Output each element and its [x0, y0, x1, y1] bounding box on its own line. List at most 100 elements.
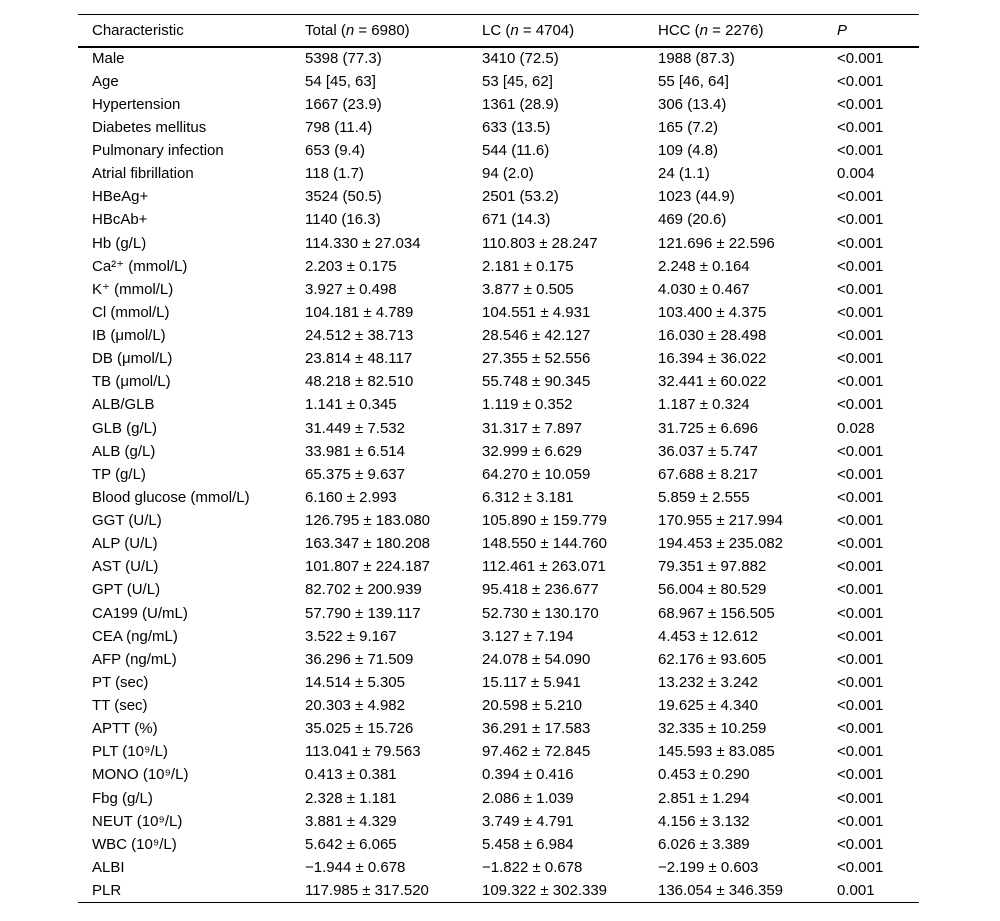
- cell-characteristic: Hypertension: [92, 95, 181, 113]
- cell-hcc: 170.955 ± 217.994: [658, 512, 784, 530]
- cell-hcc: 194.453 ± 235.082: [658, 535, 784, 553]
- cell-characteristic: TP (g/L): [92, 465, 146, 483]
- cell-lc: 1361 (28.9): [482, 95, 559, 113]
- cell-hcc: 1023 (44.9): [658, 188, 735, 206]
- table-row: Hypertension 1667 (23.9) 1361 (28.9) 306 (1…: [78, 93, 919, 116]
- cell-hcc: 31.725 ± 6.696: [658, 419, 758, 437]
- cell-p: <0.001: [837, 95, 884, 113]
- cell-p: <0.001: [837, 650, 884, 668]
- table-row: NEUT (10⁹/L) 3.881 ± 4.329 3.749 ± 4.791 4.…: [78, 810, 919, 833]
- cell-characteristic: TT (sec): [92, 697, 148, 715]
- cell-characteristic: ALP (U/L): [92, 535, 158, 553]
- cell-hcc: 165 (7.2): [658, 118, 719, 136]
- cell-p: <0.001: [837, 118, 884, 136]
- cell-lc: 0.394 ± 0.416: [482, 766, 574, 784]
- cell-characteristic: APTT (%): [92, 720, 158, 738]
- cell-characteristic: PT (sec): [92, 673, 149, 691]
- cell-p: <0.001: [837, 488, 884, 506]
- cell-total: 114.330 ± 27.034: [305, 234, 421, 252]
- cell-characteristic: ALBI: [92, 858, 125, 876]
- cell-hcc: 67.688 ± 8.217: [658, 465, 758, 483]
- cell-total: 1.141 ± 0.345: [305, 396, 397, 414]
- cell-total: −1.944 ± 0.678: [305, 858, 406, 876]
- cell-lc: 671 (14.3): [482, 211, 551, 229]
- col-header-hcc: HCC (n = 2276): [644, 14, 823, 48]
- table-row: K⁺ (mmol/L) 3.927 ± 0.498 3.877 ± 0.505 4.0…: [78, 278, 919, 301]
- cell-total: 5398 (77.3): [305, 50, 382, 68]
- table-row: HBcAb+ 1140 (16.3) 671 (14.3) 469 (20.6) <0.…: [78, 208, 919, 231]
- col-header-total: Total (n = 6980): [291, 14, 468, 48]
- cell-lc: 5.458 ± 6.984: [482, 835, 574, 853]
- cell-p: <0.001: [837, 627, 884, 645]
- table-row: APTT (%) 35.025 ± 15.726 36.291 ± 17.583 32…: [78, 717, 919, 740]
- table-row: HBeAg+ 3524 (50.5) 2501 (53.2) 1023 (44.9) <…: [78, 185, 919, 208]
- col-header-characteristic: Characteristic: [78, 14, 291, 48]
- cell-lc: 55.748 ± 90.345: [482, 373, 591, 391]
- cell-p: <0.001: [837, 211, 884, 229]
- cell-lc: 32.999 ± 6.629: [482, 442, 582, 460]
- cell-total: 3.881 ± 4.329: [305, 812, 397, 830]
- table-row: TB (μmol/L) 48.218 ± 82.510 55.748 ± 90.34…: [78, 370, 919, 393]
- table-body: Male 5398 (77.3) 3410 (72.5) 1988 (87.3) <0.…: [78, 47, 919, 903]
- cell-total: 3524 (50.5): [305, 188, 382, 206]
- cell-total: 118 (1.7): [305, 165, 364, 183]
- cell-p: <0.001: [837, 789, 884, 807]
- cell-total: 163.347 ± 180.208: [305, 535, 431, 553]
- cell-hcc: 103.400 ± 4.375: [658, 303, 767, 321]
- cell-hcc: 36.037 ± 5.747: [658, 442, 758, 460]
- cell-lc: 95.418 ± 236.677: [482, 581, 599, 599]
- characteristics-table: Characteristic Total (n = 6980) LC (n = …: [78, 14, 919, 903]
- cell-total: 20.303 ± 4.982: [305, 697, 405, 715]
- cell-p: <0.001: [837, 812, 884, 830]
- cell-p: 0.028: [837, 419, 875, 437]
- table-row: Age 54 [45, 63] 53 [45, 62] 55 [46, 64] <0.0…: [78, 70, 919, 93]
- cell-lc: 109.322 ± 302.339: [482, 881, 608, 899]
- cell-p: <0.001: [837, 581, 884, 599]
- cell-hcc: 145.593 ± 83.085: [658, 743, 775, 761]
- cell-p: <0.001: [837, 327, 884, 345]
- cell-lc: 544 (11.6): [482, 142, 550, 160]
- cell-characteristic: GGT (U/L): [92, 512, 162, 530]
- cell-lc: 28.546 ± 42.127: [482, 327, 591, 345]
- table-row: PT (sec) 14.514 ± 5.305 15.117 ± 5.941 13.2…: [78, 671, 919, 694]
- cell-p: <0.001: [837, 373, 884, 391]
- cell-p: <0.001: [837, 442, 884, 460]
- cell-hcc: 1.187 ± 0.324: [658, 396, 750, 414]
- n-symbol: n: [345, 21, 355, 39]
- cell-lc: 6.312 ± 3.181: [482, 488, 574, 506]
- cell-hcc: 6.026 ± 3.389: [658, 835, 750, 853]
- cell-hcc: 62.176 ± 93.605: [658, 650, 767, 668]
- cell-lc: 94 (2.0): [482, 165, 534, 183]
- cell-p: <0.001: [837, 673, 884, 691]
- cell-p: <0.001: [837, 558, 884, 576]
- cell-p: <0.001: [837, 257, 884, 275]
- cell-characteristic: GPT (U/L): [92, 581, 161, 599]
- cell-characteristic: ALB (g/L): [92, 442, 156, 460]
- cell-hcc: 1988 (87.3): [658, 50, 735, 68]
- cell-hcc: 13.232 ± 3.242: [658, 673, 758, 691]
- clinical-characteristics-table: Characteristic Total (n = 6980) LC (n = …: [78, 14, 919, 903]
- cell-hcc: 4.030 ± 0.467: [658, 280, 750, 298]
- cell-characteristic: Cl (mmol/L): [92, 303, 170, 321]
- cell-hcc: 19.625 ± 4.340: [658, 697, 758, 715]
- cell-p: <0.001: [837, 720, 884, 738]
- cell-p: 0.004: [837, 165, 875, 183]
- cell-lc: 110.803 ± 28.247: [482, 234, 598, 252]
- cell-p: <0.001: [837, 858, 884, 876]
- cell-hcc: 5.859 ± 2.555: [658, 488, 750, 506]
- cell-characteristic: Male: [92, 50, 125, 68]
- cell-hcc: 56.004 ± 80.529: [658, 581, 767, 599]
- cell-characteristic: Age: [92, 72, 119, 90]
- table-row: Ca²⁺ (mmol/L) 2.203 ± 0.175 2.181 ± 0.175 2…: [78, 255, 919, 278]
- cell-characteristic: PLR: [92, 881, 122, 899]
- cell-total: 31.449 ± 7.532: [305, 419, 405, 437]
- cell-total: 5.642 ± 6.065: [305, 835, 397, 853]
- cell-lc: 633 (13.5): [482, 118, 551, 136]
- cell-hcc: 2.248 ± 0.164: [658, 257, 750, 275]
- cell-p: <0.001: [837, 188, 884, 206]
- cell-p: <0.001: [837, 396, 884, 414]
- cell-characteristic: K⁺ (mmol/L): [92, 280, 174, 298]
- cell-characteristic: IB (μmol/L): [92, 327, 166, 345]
- cell-characteristic: Diabetes mellitus: [92, 118, 207, 136]
